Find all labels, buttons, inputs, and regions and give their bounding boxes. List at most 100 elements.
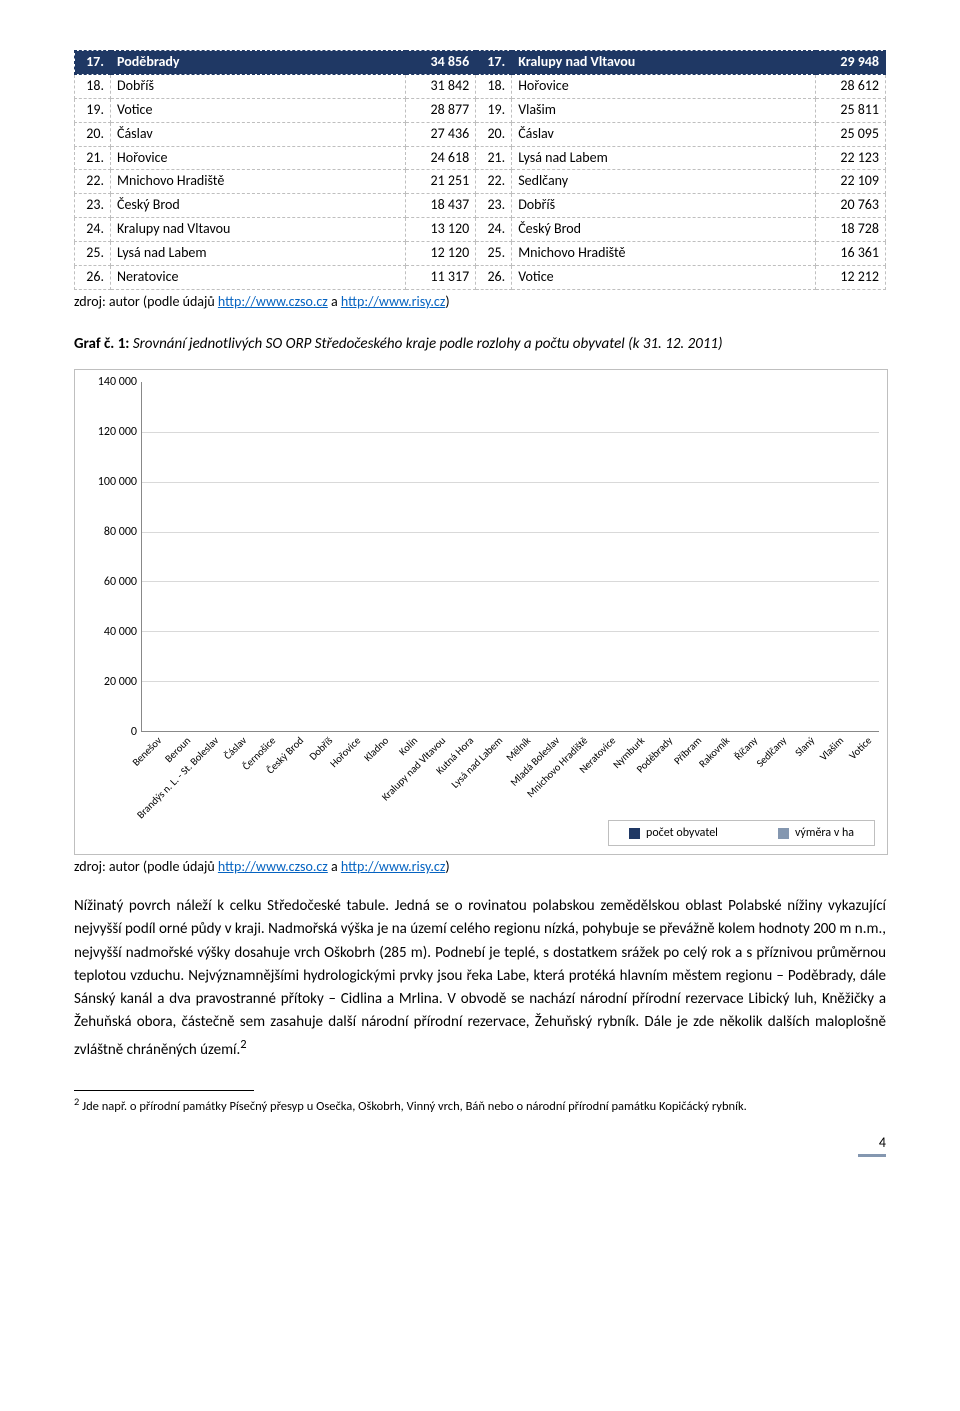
x-tick-label: Lysá nad Labem — [482, 734, 510, 814]
table-cell: 28 612 — [816, 74, 886, 98]
table-cell: Hořovice — [512, 74, 816, 98]
table-row: 20.Čáslav27 43620.Čáslav25 095 — [75, 122, 886, 146]
table-cell: 21 251 — [406, 170, 476, 194]
footnote-text: Jde např. o přírodní památky Písečný pře… — [79, 1099, 747, 1114]
x-tick-label: Kladno — [368, 734, 396, 814]
y-tick-label: 20 000 — [104, 674, 137, 690]
table-cell: 31 842 — [406, 74, 476, 98]
gridline — [142, 581, 879, 582]
table-cell: 19. — [75, 98, 111, 122]
table-cell: 23. — [476, 194, 512, 218]
table-cell: 24 618 — [406, 146, 476, 170]
src-mid: a — [328, 293, 341, 310]
table-cell: 20 763 — [816, 194, 886, 218]
src2-suffix: ) — [445, 858, 449, 875]
table-cell: Sedlčany — [512, 170, 816, 194]
table-cell: Lysá nad Labem — [512, 146, 816, 170]
table-cell: 19. — [476, 98, 512, 122]
src-suffix: ) — [445, 293, 449, 310]
x-tick-label: Český Brod — [283, 734, 311, 814]
x-tick-label: Nymburk — [624, 734, 652, 814]
x-tick-label: Hořovice — [340, 734, 368, 814]
body-text: Nížinatý povrch náleží k celku Středočes… — [74, 897, 886, 1059]
table-cell: 22 109 — [816, 170, 886, 194]
x-tick-label: Vlašim — [822, 734, 850, 814]
table-cell: 26. — [476, 266, 512, 290]
x-tick-label: Černošice — [255, 734, 283, 814]
table-cell: Dobříš — [111, 74, 406, 98]
src-link-1[interactable]: http://www.czso.cz — [218, 293, 328, 310]
table-cell: Mnichovo Hradiště — [111, 170, 406, 194]
chart-caption: Graf č. 1: Srovnání jednotlivých SO ORP … — [74, 334, 886, 354]
table-cell: Český Brod — [111, 194, 406, 218]
legend-swatch-a — [629, 828, 640, 839]
legend-label-b: výměra v ha — [795, 825, 854, 841]
y-tick-label: 0 — [131, 724, 137, 740]
table-cell: 25 095 — [816, 122, 886, 146]
table-cell: Votice — [512, 266, 816, 290]
table-cell: 22. — [476, 170, 512, 194]
table-cell: 25. — [75, 242, 111, 266]
x-tick-label: Mnichovo Hradiště — [567, 734, 595, 814]
footnote-rule — [74, 1090, 254, 1091]
table-row: 26.Neratovice11 31726.Votice12 212 — [75, 266, 886, 290]
table-cell: Kralupy nad Vltavou — [111, 218, 406, 242]
x-tick-label: Sedlčany — [766, 734, 794, 814]
table-cell: Hořovice — [111, 146, 406, 170]
y-tick-label: 40 000 — [104, 624, 137, 640]
gridline — [142, 532, 879, 533]
table-cell: 20. — [75, 122, 111, 146]
legend-item-b: výměra v ha — [778, 825, 854, 841]
table-cell: 23. — [75, 194, 111, 218]
hdr-rank-2: 17. — [476, 51, 512, 75]
table-cell: 20. — [476, 122, 512, 146]
y-tick-label: 120 000 — [98, 424, 137, 440]
table-cell: 18 437 — [406, 194, 476, 218]
table-cell: 18. — [476, 74, 512, 98]
table-cell: 22 123 — [816, 146, 886, 170]
table-cell: Český Brod — [512, 218, 816, 242]
x-tick-label: Neratovice — [595, 734, 623, 814]
table-cell: 11 317 — [406, 266, 476, 290]
hdr-val-1: 34 856 — [406, 51, 476, 75]
hdr-val-2: 29 948 — [816, 51, 886, 75]
src2-link-2[interactable]: http://www.risy.cz — [341, 858, 446, 875]
src2-link-1[interactable]: http://www.czso.cz — [218, 858, 328, 875]
chart-legend: počet obyvatel výměra v ha — [608, 820, 875, 846]
legend-item-a: počet obyvatel — [629, 825, 718, 841]
data-table: 17. Poděbrady 34 856 17. Kralupy nad Vlt… — [74, 50, 886, 290]
plot-area — [141, 382, 879, 732]
table-cell: 12 120 — [406, 242, 476, 266]
table-cell: 24. — [75, 218, 111, 242]
table-cell: 28 877 — [406, 98, 476, 122]
table-cell: 16 361 — [816, 242, 886, 266]
gridline — [142, 631, 879, 632]
caption-lead: Graf č. 1: — [74, 335, 129, 353]
body-paragraph: Nížinatý povrch náleží k celku Středočes… — [74, 895, 886, 1062]
table-cell: Mnichovo Hradiště — [512, 242, 816, 266]
hdr-rank-1: 17. — [75, 51, 111, 75]
x-tick-label: Dobříš — [311, 734, 339, 814]
src-prefix: zdroj: autor (podle údajů — [74, 293, 218, 310]
hdr-name-1: Poděbrady — [111, 51, 406, 75]
page-number: 4 — [74, 1134, 886, 1153]
x-axis: BenešovBerounBrandýs n. L. - St. Bolesla… — [83, 734, 879, 814]
table-source: zdroj: autor (podle údajů http://www.czs… — [74, 293, 886, 312]
table-cell: Čáslav — [111, 122, 406, 146]
chart-container: 140 000120 000100 00080 00060 00040 0002… — [74, 369, 888, 855]
table-cell: Dobříš — [512, 194, 816, 218]
table-row: 21.Hořovice24 61821.Lysá nad Labem22 123 — [75, 146, 886, 170]
src2-prefix: zdroj: autor (podle údajů — [74, 858, 218, 875]
legend-swatch-b — [778, 828, 789, 839]
table-row: 24.Kralupy nad Vltavou13 12024.Český Bro… — [75, 218, 886, 242]
src-link-2[interactable]: http://www.risy.cz — [341, 293, 446, 310]
table-cell: 13 120 — [406, 218, 476, 242]
table-cell: 22. — [75, 170, 111, 194]
y-tick-label: 80 000 — [104, 524, 137, 540]
src2-mid: a — [328, 858, 341, 875]
table-cell: 25 811 — [816, 98, 886, 122]
x-tick-label: Votice — [851, 734, 879, 814]
table-cell: Vlašim — [512, 98, 816, 122]
y-tick-label: 100 000 — [98, 474, 137, 490]
table-row: 18.Dobříš31 84218.Hořovice28 612 — [75, 74, 886, 98]
